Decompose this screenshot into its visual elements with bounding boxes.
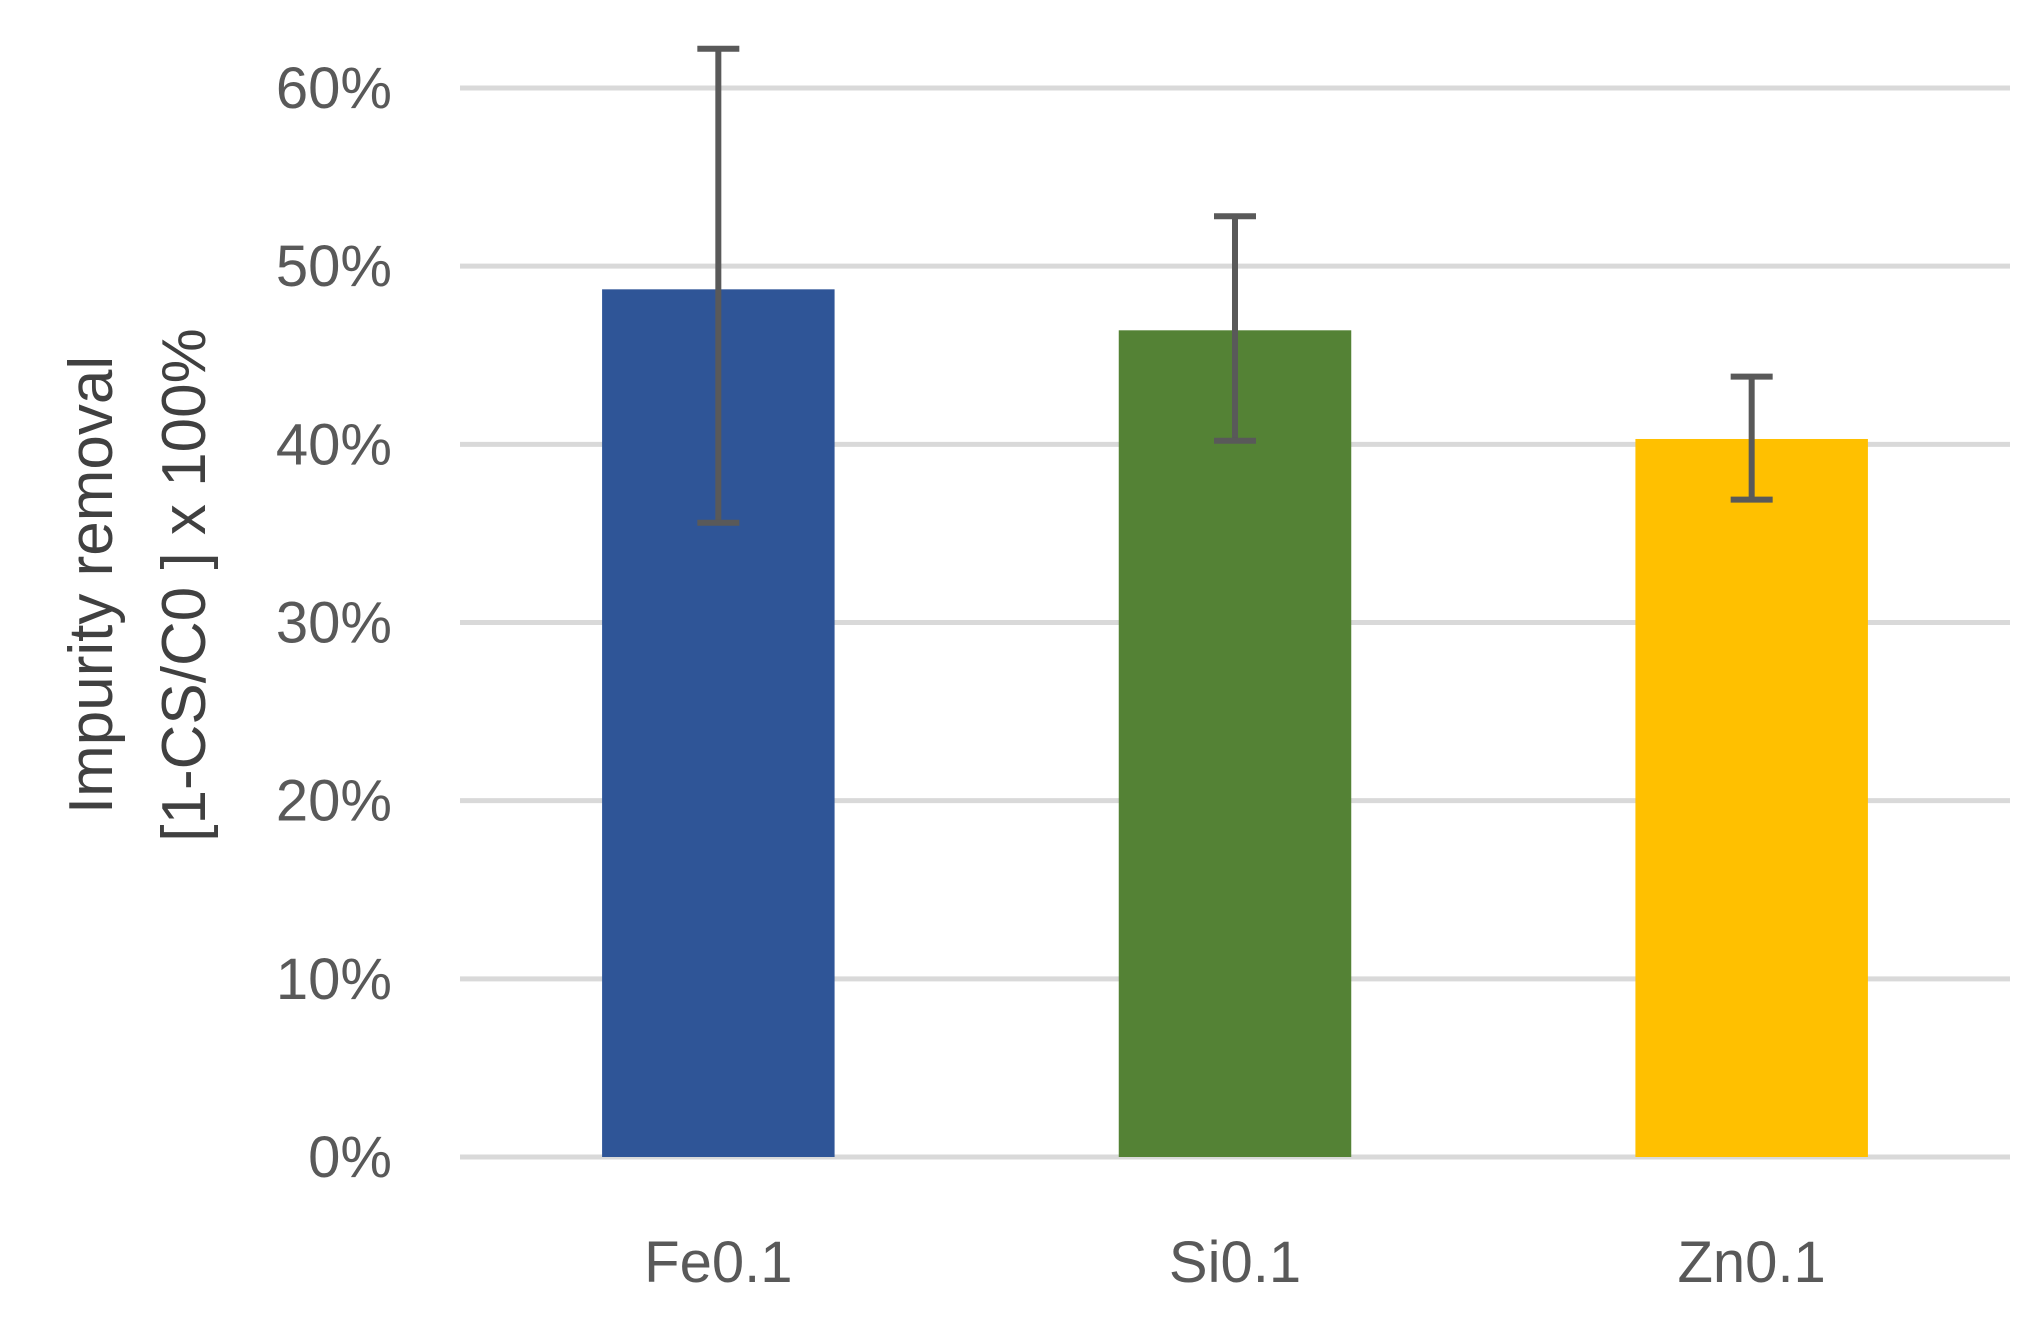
error-bar [697, 45, 740, 526]
y-tick-label: 10% [276, 947, 392, 1012]
y-tick-label: 0% [308, 1125, 392, 1190]
error-bar [1730, 373, 1773, 503]
x-category-label: Fe0.1 [644, 1230, 792, 1295]
y-tick-label: 40% [276, 412, 392, 477]
y-tick-label: 60% [276, 56, 392, 121]
y-axis-title-line2: [1-CS/C0 ] x 100% [150, 328, 219, 841]
error-bars [697, 45, 1773, 526]
x-axis-categories: Fe0.1 Si0.1 Zn0.1 [644, 1230, 1826, 1295]
bar-si0-1 [1118, 330, 1352, 1158]
y-axis-title-2: [1-CS/C0 ] x 100% [150, 328, 219, 841]
x-category-label: Zn0.1 [1678, 1230, 1826, 1295]
error-bar [1214, 213, 1256, 444]
y-axis-ticks: 0% 10% 20% 30% 40% 50% 60% [276, 56, 392, 1190]
y-tick-label: 20% [276, 769, 392, 834]
y-axis-title-line1: Impurity removal [57, 356, 126, 814]
x-category-label: Si0.1 [1169, 1230, 1301, 1295]
y-tick-label: 50% [276, 234, 392, 299]
y-axis-title: Impurity removal [57, 356, 126, 814]
bar-zn0-1 [1635, 438, 1868, 1157]
bars [602, 289, 1868, 1158]
y-tick-label: 30% [276, 591, 392, 656]
